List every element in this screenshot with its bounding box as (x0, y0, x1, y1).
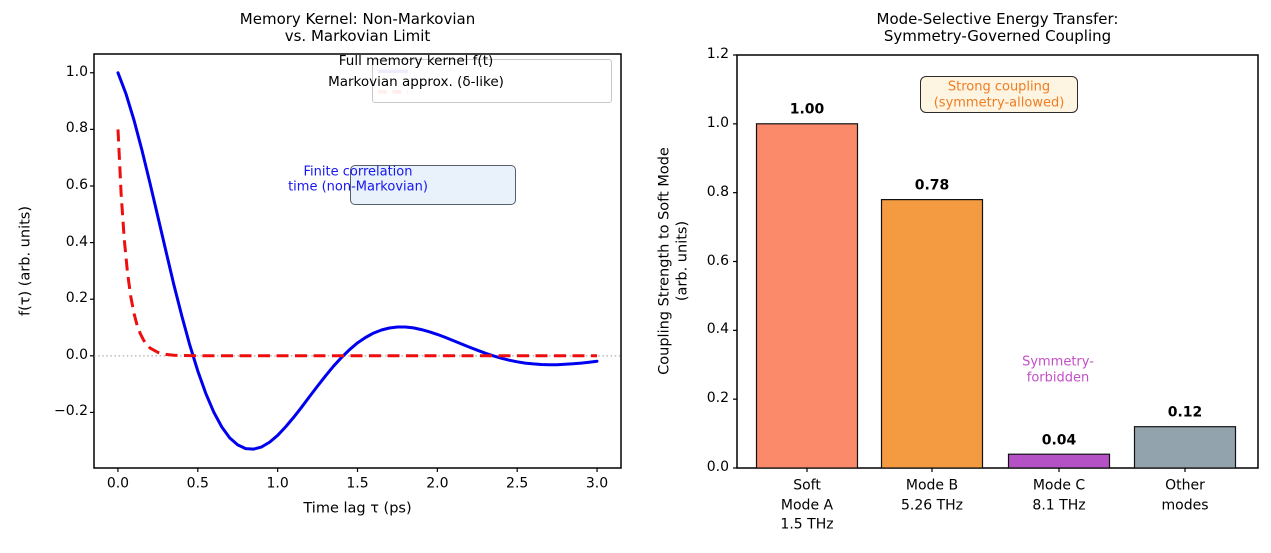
y-tick-label: 0.0 (65, 346, 88, 363)
x-category-label-line: Soft (793, 477, 821, 494)
legend-label-markovian: Markovian approx. (δ-like) (328, 73, 504, 90)
y-tick-label: 0.2 (706, 390, 729, 407)
memory-chart-title-line-2: vs. Markovian Limit (284, 27, 431, 46)
x-tick-label: 0.0 (106, 475, 130, 492)
bar-other-modes (1133, 426, 1237, 469)
bar-soft-mode-a (755, 123, 859, 469)
y-axis-label: f(τ) (arb. units) (17, 206, 34, 316)
legend-label-full-kernel: Full memory kernel f(t) (338, 53, 494, 70)
left-plot-spines (93, 53, 622, 469)
x-category-label-line: 1.5 THz (780, 516, 834, 533)
x-tick-label: 1.0 (266, 475, 289, 492)
y-tick-label: 1.0 (706, 114, 729, 131)
bar-value-label: 0.04 (1041, 432, 1077, 449)
x-category-label-line: Mode C (1032, 477, 1086, 494)
legend (372, 59, 612, 103)
annotation-finite-correlation-box (350, 165, 516, 205)
memory-chart-title-line-1: Memory Kernel: Non-Markovian (239, 10, 476, 29)
y-tick-label: 1.2 (706, 46, 729, 62)
memory-kernel-line (116, 71, 599, 451)
markovian-approx-line (116, 129, 597, 358)
bar-value-label: 1.00 (789, 102, 825, 119)
x-tick-label: 1.5 (346, 475, 369, 492)
x-tick-label: 0.5 (186, 475, 209, 492)
annotation-strong-coupling-box (920, 76, 1078, 113)
y-tick-label: 0.2 (65, 290, 88, 307)
x-category-label-line: 5.26 THz (900, 497, 964, 514)
y-axis-label-line-1: Coupling Strength to Soft Mode (656, 147, 673, 375)
x-category-label-line: Mode A (780, 497, 834, 514)
x-axis-label: Time lag τ (ps) (303, 500, 412, 517)
bar-value-label: 0.78 (914, 177, 950, 194)
y-tick-label: 0.6 (65, 176, 88, 193)
x-category-label-line: modes (1161, 497, 1209, 514)
x-tick-label: 2.0 (426, 475, 449, 492)
y-tick-label: 1.0 (65, 63, 88, 80)
bar-mode-c (1007, 453, 1111, 469)
y-tick-label: 0.8 (706, 183, 729, 200)
x-tick-label: 3.0 (585, 475, 609, 492)
y-tick-label: 0.0 (706, 459, 729, 475)
y-tick-label: 0.8 (65, 120, 88, 137)
bar-mode-b (880, 199, 984, 469)
annotation-finite-correlation-line-1: Finite correlation (303, 163, 413, 179)
annotation-finite-correlation-line-2: time (non-Markovian) (288, 179, 428, 195)
x-tick-label: 2.5 (506, 475, 529, 492)
y-tick-label: 0.4 (65, 233, 88, 250)
annotation-symmetry-forbidden-line-2: forbidden (1026, 370, 1090, 386)
y-tick-label: 0.4 (706, 321, 729, 338)
annotation-symmetry-forbidden-line-1: Symmetry- (1022, 354, 1094, 370)
annotation-strong-coupling-line-2: (symmetry-allowed) (933, 94, 1065, 110)
transfer-chart-title-line-1: Mode-Selective Energy Transfer: (876, 10, 1119, 29)
x-category-label-line: Mode B (905, 477, 959, 494)
bar-value-label: 0.12 (1167, 404, 1203, 421)
y-axis-label-line-2: (arb. units) (674, 220, 691, 302)
annotation-strong-coupling-line-1: Strong coupling (947, 78, 1051, 94)
y-tick-label: 0.6 (706, 252, 729, 269)
transfer-chart-title-line-2: Symmetry-Governed Coupling (883, 27, 1112, 46)
x-category-label-line: 8.1 THz (1032, 497, 1086, 514)
y-tick-label: −0.2 (54, 403, 88, 420)
x-category-label-line: Other (1165, 477, 1205, 494)
